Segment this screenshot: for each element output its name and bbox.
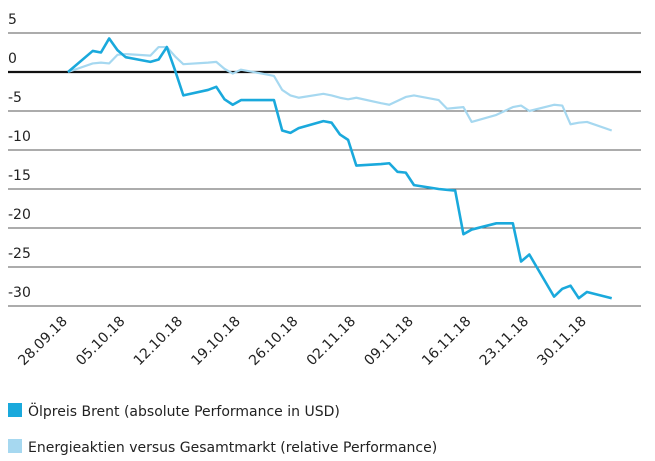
y-tick-label: -15 <box>8 168 31 184</box>
y-tick-label: -20 <box>8 207 31 223</box>
y-tick-label: -25 <box>8 246 31 262</box>
x-tick-label: 28.09.18 <box>15 314 70 369</box>
y-tick-label: -5 <box>8 90 22 106</box>
x-tick-label: 12.10.18 <box>131 314 186 369</box>
legend-swatch <box>8 439 22 453</box>
x-tick-label: 09.11.18 <box>361 314 416 369</box>
x-tick-label: 23.11.18 <box>477 314 532 369</box>
x-tick-label: 19.10.18 <box>188 314 243 369</box>
x-tick-label: 05.10.18 <box>73 314 128 369</box>
x-tick-label: 26.10.18 <box>246 314 301 369</box>
y-tick-label: 5 <box>8 12 17 28</box>
legend-label: Energieaktien versus Gesamtmarkt (relati… <box>28 440 437 456</box>
y-tick-label: -10 <box>8 129 31 145</box>
x-tick-label: 16.11.18 <box>419 314 474 369</box>
x-tick-label: 30.11.18 <box>534 314 589 369</box>
x-tick-label: 02.11.18 <box>304 314 359 369</box>
series-line <box>67 37 613 300</box>
legend-label: Ölpreis Brent (absolute Performance in U… <box>28 402 340 420</box>
y-tick-label: 0 <box>8 51 17 67</box>
legend-swatch <box>8 403 22 417</box>
y-tick-label: -30 <box>8 285 31 301</box>
series-line <box>67 45 613 132</box>
